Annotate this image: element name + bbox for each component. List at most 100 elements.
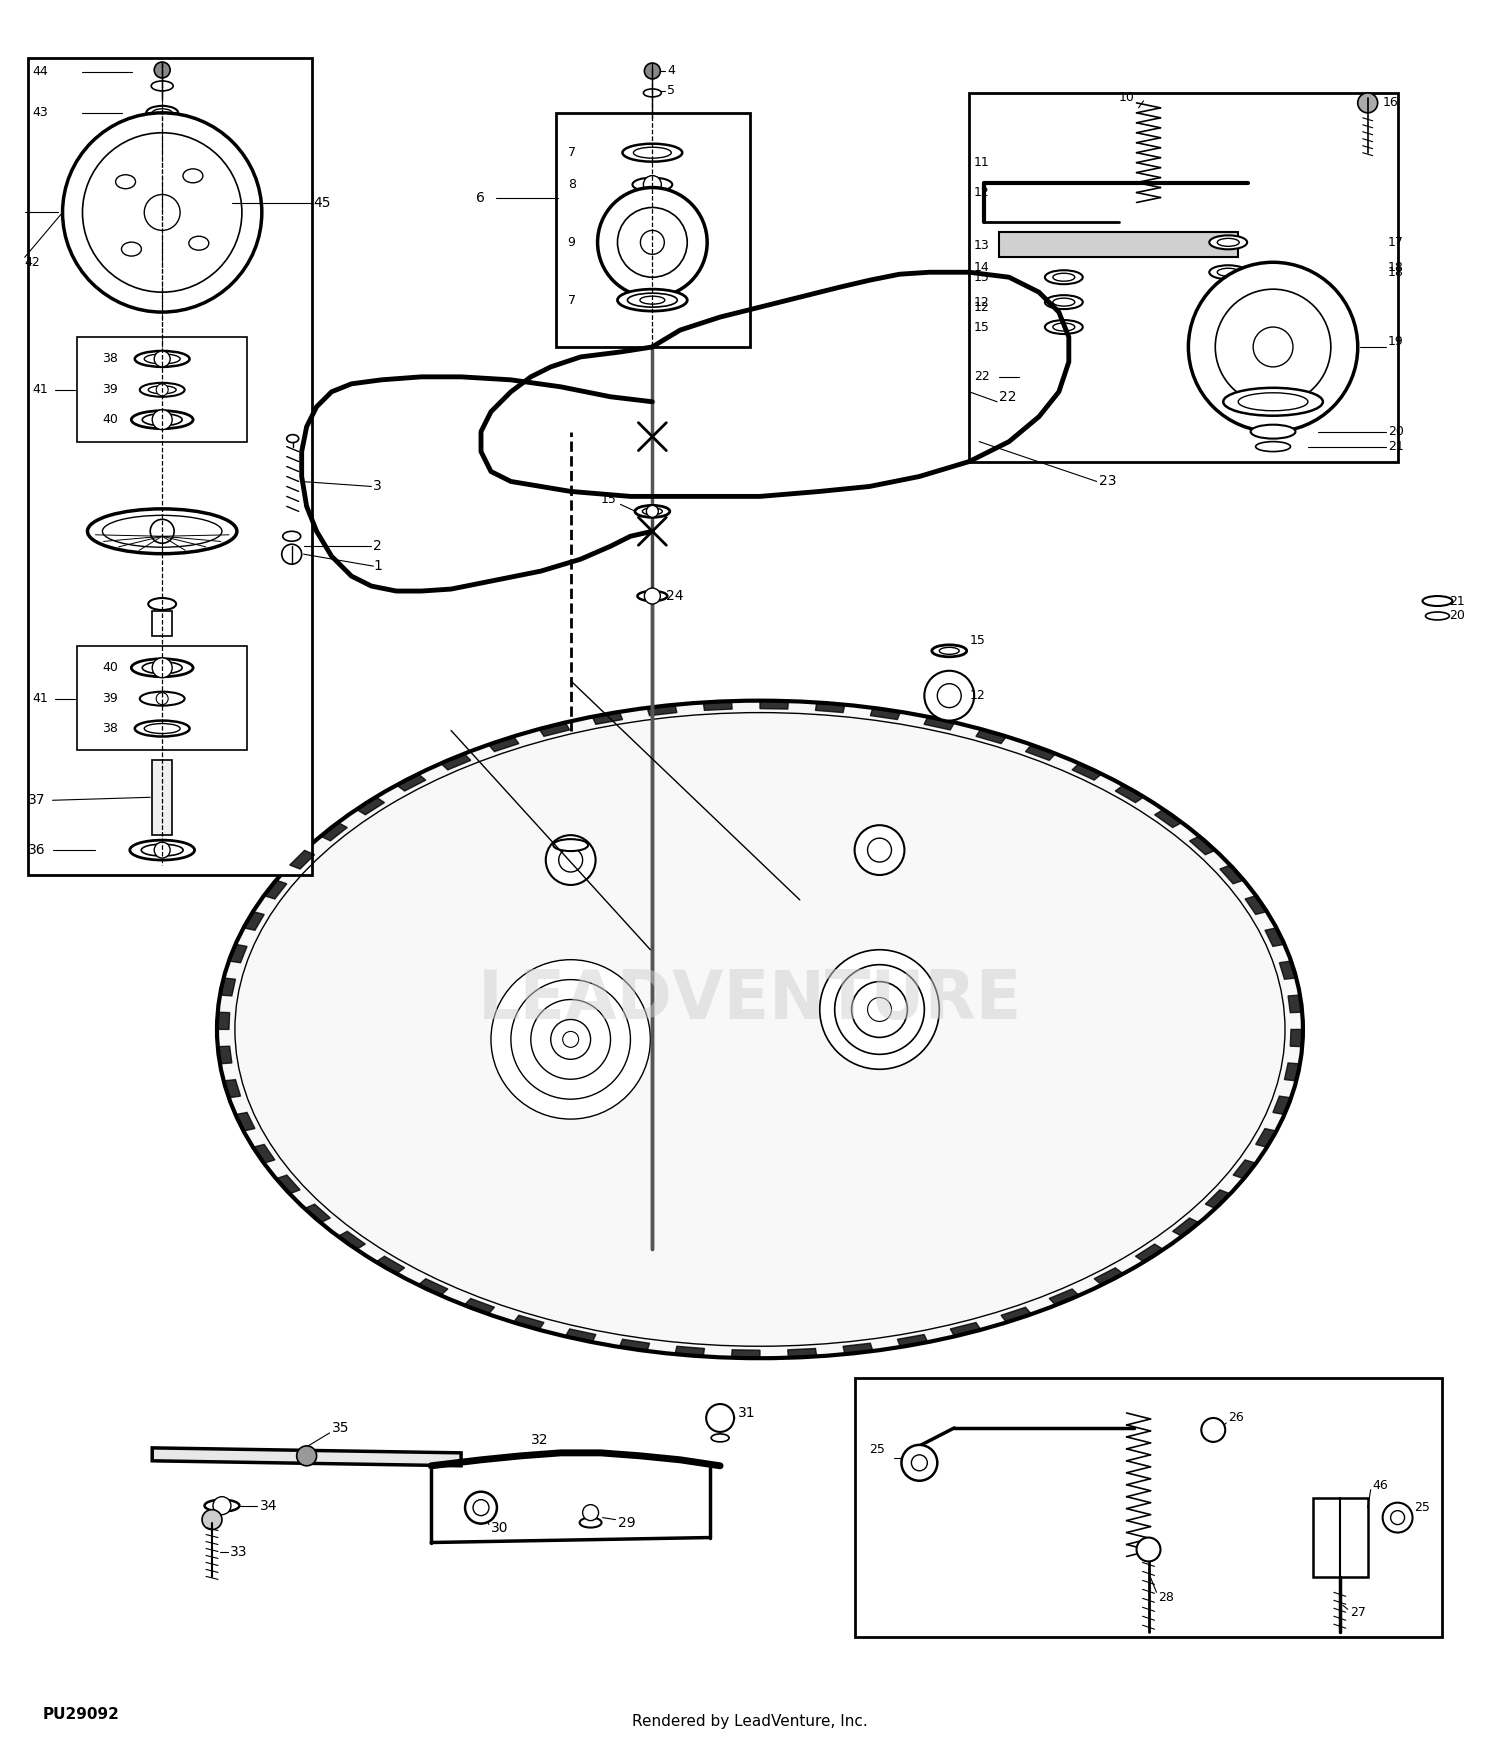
Text: 15: 15 <box>969 634 986 648</box>
Text: 38: 38 <box>102 352 118 366</box>
Text: 26: 26 <box>1228 1412 1244 1424</box>
Polygon shape <box>788 1349 816 1358</box>
Polygon shape <box>396 774 426 791</box>
Text: 21: 21 <box>1449 595 1466 607</box>
Text: 36: 36 <box>27 844 45 858</box>
Polygon shape <box>513 1316 544 1330</box>
Ellipse shape <box>217 700 1304 1358</box>
Polygon shape <box>1245 896 1268 915</box>
Bar <box>855 1379 1443 1638</box>
Polygon shape <box>1155 810 1182 828</box>
Ellipse shape <box>640 296 664 304</box>
Polygon shape <box>464 1298 495 1314</box>
Ellipse shape <box>579 1517 602 1528</box>
Polygon shape <box>1264 928 1284 947</box>
Text: 43: 43 <box>33 107 48 119</box>
Text: 31: 31 <box>738 1405 756 1419</box>
Polygon shape <box>1136 1244 1164 1262</box>
Circle shape <box>472 1500 489 1516</box>
Ellipse shape <box>132 411 194 429</box>
Text: 46: 46 <box>1372 1479 1389 1493</box>
Ellipse shape <box>204 1500 240 1512</box>
Circle shape <box>550 1020 591 1059</box>
Bar <box>969 93 1398 462</box>
Ellipse shape <box>102 514 222 548</box>
Circle shape <box>152 658 172 677</box>
Ellipse shape <box>634 506 670 518</box>
Circle shape <box>646 506 658 518</box>
Ellipse shape <box>554 840 588 850</box>
Polygon shape <box>704 702 732 710</box>
Polygon shape <box>376 1256 405 1274</box>
Polygon shape <box>1116 786 1144 803</box>
Bar <box>152 611 172 635</box>
Ellipse shape <box>939 648 958 654</box>
Text: 42: 42 <box>24 255 40 270</box>
Text: 22: 22 <box>999 390 1017 404</box>
Text: 9: 9 <box>567 236 576 248</box>
Ellipse shape <box>189 236 209 250</box>
Circle shape <box>152 410 172 430</box>
Circle shape <box>546 835 596 886</box>
Polygon shape <box>264 880 286 900</box>
Ellipse shape <box>146 105 178 119</box>
Circle shape <box>156 693 168 705</box>
Ellipse shape <box>116 175 135 189</box>
Circle shape <box>582 1505 598 1521</box>
Polygon shape <box>897 1335 928 1348</box>
Circle shape <box>297 1446 316 1466</box>
Circle shape <box>819 950 939 1069</box>
Text: 12: 12 <box>974 301 990 313</box>
Polygon shape <box>538 723 570 737</box>
Circle shape <box>63 112 262 312</box>
Circle shape <box>465 1491 496 1524</box>
Circle shape <box>1215 289 1330 404</box>
Circle shape <box>1252 327 1293 368</box>
Ellipse shape <box>642 507 663 514</box>
Bar <box>1312 1498 1368 1577</box>
Text: 16: 16 <box>1383 96 1398 108</box>
Ellipse shape <box>1256 441 1290 452</box>
Circle shape <box>156 383 168 396</box>
Text: LEADVENTURE: LEADVENTURE <box>478 966 1022 1032</box>
Ellipse shape <box>1218 268 1239 276</box>
Ellipse shape <box>1053 298 1076 306</box>
Text: 33: 33 <box>230 1545 248 1559</box>
Bar <box>555 112 750 346</box>
Polygon shape <box>1284 1062 1300 1082</box>
Text: 10: 10 <box>1119 91 1134 105</box>
Text: 25: 25 <box>870 1444 885 1456</box>
Polygon shape <box>1190 836 1215 854</box>
Ellipse shape <box>1425 612 1449 620</box>
Ellipse shape <box>1209 266 1246 280</box>
Text: 12: 12 <box>969 690 986 702</box>
Text: 8: 8 <box>567 178 576 191</box>
Text: 15: 15 <box>974 320 990 334</box>
Text: 18: 18 <box>1388 266 1404 278</box>
Ellipse shape <box>148 598 176 611</box>
Circle shape <box>706 1404 734 1431</box>
Text: 2: 2 <box>374 539 382 553</box>
Polygon shape <box>224 1080 240 1097</box>
Text: 45: 45 <box>314 196 332 210</box>
Ellipse shape <box>618 289 687 312</box>
Text: 22: 22 <box>974 371 990 383</box>
Ellipse shape <box>622 144 682 161</box>
Ellipse shape <box>148 385 176 394</box>
Circle shape <box>645 588 660 604</box>
Circle shape <box>512 980 630 1099</box>
Polygon shape <box>843 1344 873 1354</box>
Ellipse shape <box>1046 270 1083 284</box>
Circle shape <box>1358 93 1377 112</box>
Text: 15: 15 <box>600 493 616 506</box>
Text: 6: 6 <box>476 191 484 205</box>
Ellipse shape <box>282 532 300 541</box>
Text: 7: 7 <box>567 294 576 306</box>
Ellipse shape <box>932 644 966 656</box>
Polygon shape <box>276 1174 300 1194</box>
Polygon shape <box>152 1447 460 1466</box>
Text: 38: 38 <box>102 723 118 735</box>
Polygon shape <box>1290 1029 1304 1046</box>
Ellipse shape <box>87 509 237 553</box>
Polygon shape <box>1274 1096 1292 1115</box>
